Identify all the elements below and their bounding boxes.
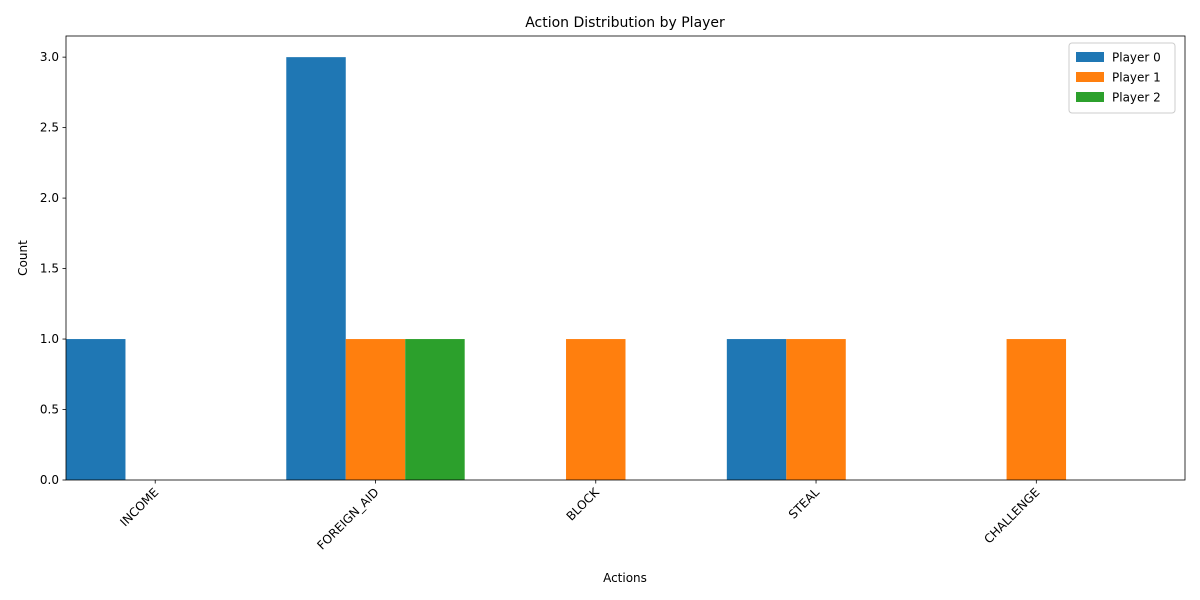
bar-block-player-1 [566, 339, 626, 480]
bar-foreign-aid-player-2 [405, 339, 465, 480]
y-tick-label: 0.5 [40, 403, 59, 417]
bar-income-player-0 [66, 339, 126, 480]
y-tick-label: 2.0 [40, 191, 59, 205]
y-tick-label: 1.0 [40, 332, 59, 346]
axes-frame [65, 35, 1186, 481]
legend-swatch-player-2 [1076, 92, 1104, 102]
bar-challenge-player-1 [1006, 339, 1067, 480]
legend-label-player-1: Player 1 [1112, 71, 1161, 85]
y-tick-label: 0.0 [40, 473, 59, 487]
legend-label-player-0: Player 0 [1112, 51, 1161, 65]
bar-foreign-aid-player-1 [345, 339, 406, 480]
bar-steal-player-1 [786, 339, 846, 480]
y-axis-label: Count [16, 240, 30, 276]
bar-steal-player-0 [726, 339, 787, 480]
y-tick-label: 3.0 [40, 50, 59, 64]
legend: Player 0 Player 1 Player 2 [1068, 42, 1176, 114]
y-tick-label: 2.5 [40, 121, 59, 135]
legend-label-player-2: Player 2 [1112, 91, 1161, 105]
chart-title: Action Distribution by Player [525, 15, 725, 31]
x-axis-label: Actions [603, 571, 647, 585]
legend-swatch-player-1 [1076, 72, 1104, 82]
bar-foreign-aid-player-0 [286, 57, 346, 480]
y-tick-label: 1.5 [40, 262, 59, 276]
legend-swatch-player-0 [1076, 52, 1104, 62]
